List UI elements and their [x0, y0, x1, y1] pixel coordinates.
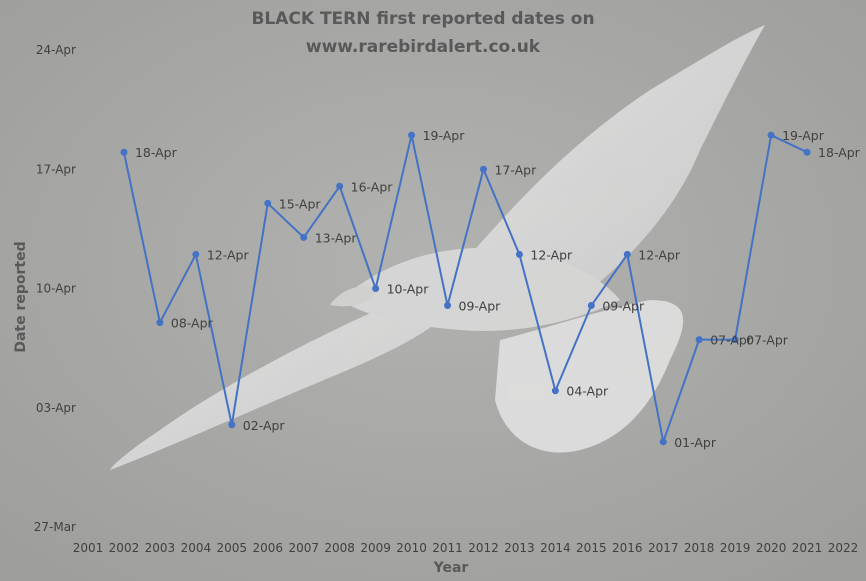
y-axis-ticks: 27-Mar 03-Apr 10-Apr 17-Apr 24-Apr	[34, 43, 76, 534]
x-tick-label: 2005	[217, 541, 248, 555]
data-point	[767, 131, 775, 139]
data-point	[479, 165, 487, 173]
data-point	[228, 421, 236, 429]
y-axis-label: Date reported	[13, 241, 29, 352]
y-tick-label: 27-Mar	[34, 520, 76, 534]
data-point	[120, 148, 128, 156]
data-label: 12-Apr	[530, 247, 573, 262]
data-label: 08-Apr	[171, 316, 214, 331]
data-label: 19-Apr	[782, 128, 825, 143]
data-label: 15-Apr	[279, 196, 322, 211]
y-tick-label: 17-Apr	[36, 162, 76, 176]
data-label: 12-Apr	[207, 247, 250, 262]
x-tick-label: 2020	[756, 541, 787, 555]
data-label: 18-Apr	[135, 145, 178, 160]
data-point	[264, 199, 272, 207]
data-point	[300, 233, 308, 241]
data-point	[372, 285, 380, 292]
data-point	[156, 319, 164, 327]
x-tick-label: 2019	[720, 541, 751, 555]
x-tick-label: 2016	[612, 541, 643, 555]
data-point	[408, 131, 416, 139]
data-label: 07-Apr	[710, 333, 753, 348]
x-tick-label: 2011	[432, 541, 463, 555]
x-tick-label: 2001	[73, 541, 104, 555]
data-point	[336, 182, 344, 190]
data-label: 18-Apr	[818, 145, 861, 160]
data-label: 17-Apr	[494, 162, 537, 177]
data-point	[623, 250, 631, 258]
data-point	[192, 250, 200, 258]
data-label: 10-Apr	[387, 282, 430, 297]
y-tick-label: 03-Apr	[36, 401, 76, 415]
data-label: 12-Apr	[638, 247, 681, 262]
x-tick-label: 2012	[468, 541, 499, 555]
data-label: 07-Apr	[746, 333, 789, 348]
x-tick-label: 2015	[576, 541, 607, 555]
data-points	[120, 131, 811, 446]
x-tick-label: 2008	[324, 541, 355, 555]
data-point	[587, 302, 595, 310]
x-tick-label: 2007	[288, 541, 319, 555]
chart-subtitle: www.rarebirdalert.co.uk	[306, 37, 541, 57]
data-point	[551, 387, 559, 395]
data-label: 02-Apr	[243, 418, 286, 433]
data-point	[803, 148, 811, 156]
data-point	[659, 438, 667, 446]
data-point	[515, 250, 523, 258]
data-label: 04-Apr	[566, 384, 609, 399]
data-label: 01-Apr	[674, 435, 717, 450]
x-tick-label: 2017	[648, 541, 679, 555]
x-axis-label: Year	[433, 560, 469, 576]
data-label: 16-Apr	[351, 179, 394, 194]
chart-title: BLACK TERN first reported dates on	[251, 9, 594, 29]
data-label: 09-Apr	[459, 299, 502, 314]
x-tick-label: 2010	[396, 541, 427, 555]
x-axis-ticks: 2001 2002 2003 2004 2005 2006 2007 2008 2009 2010…	[73, 541, 859, 555]
x-tick-label: 2018	[684, 541, 715, 555]
data-point	[444, 302, 452, 310]
y-tick-label: 10-Apr	[36, 282, 76, 296]
x-tick-label: 2003	[145, 541, 176, 555]
x-tick-label: 2004	[181, 541, 212, 555]
tern-silhouette-image	[110, 25, 765, 470]
x-tick-label: 2009	[360, 541, 391, 555]
data-point	[731, 336, 739, 344]
data-point	[695, 336, 703, 344]
series-line-group	[122, 134, 808, 443]
data-label: 13-Apr	[315, 230, 358, 245]
data-label: 19-Apr	[423, 128, 466, 143]
y-tick-label: 24-Apr	[36, 43, 76, 57]
x-tick-label: 2021	[792, 541, 823, 555]
data-labels: 18-Apr 08-Apr 12-Apr 02-Apr 15-Apr 13-Apr 16-A…	[135, 128, 861, 450]
x-tick-label: 2022	[828, 541, 859, 555]
x-tick-label: 2006	[252, 541, 283, 555]
x-tick-label: 2014	[540, 541, 571, 555]
data-label: 09-Apr	[602, 299, 645, 314]
x-tick-label: 2013	[504, 541, 535, 555]
x-tick-label: 2002	[109, 541, 140, 555]
series-line	[122, 134, 808, 443]
